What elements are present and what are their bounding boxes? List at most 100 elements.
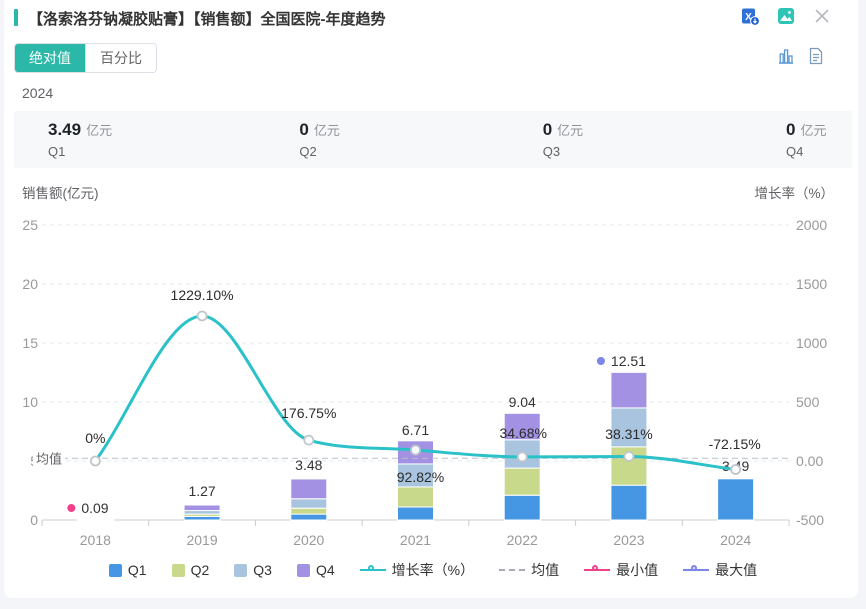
x-axis-category-label: 2019 xyxy=(186,532,217,548)
mean-label: 均值 xyxy=(36,451,62,466)
bar-segment-q4-2022[interactable] xyxy=(503,412,541,441)
x-axis-category-label: 2020 xyxy=(293,532,324,548)
growth-point-2018[interactable] xyxy=(89,455,101,467)
tab-percentage[interactable]: 百分比 xyxy=(85,44,156,72)
growth-point-2019[interactable] xyxy=(196,310,208,322)
chart-legend: Q1 Q2 Q3 Q4 增长率（%） 均值 最小值 最大值 xyxy=(4,560,862,580)
stat-q2: 0 亿元 Q2 xyxy=(299,120,355,159)
legend-item-growth-rate[interactable]: 增长率（%） xyxy=(359,560,475,580)
bar-segment-q1-2019[interactable] xyxy=(183,515,221,521)
stat-q2-label: Q2 xyxy=(299,144,317,159)
stat-q3: 0 亿元 Q3 xyxy=(543,120,599,159)
max-value-dot xyxy=(596,357,605,365)
max-marker-icon xyxy=(683,563,710,577)
right-axis-tick-label: 0.00 xyxy=(796,453,823,469)
mean-dashed-line-icon xyxy=(499,563,526,577)
period-year-label: 2024 xyxy=(22,85,54,101)
stat-q1-unit: 亿元 xyxy=(86,123,113,138)
stat-q4-value: 0 xyxy=(786,120,796,139)
left-axis-tick-label: 0 xyxy=(30,512,38,528)
bar-segment-q1-2024[interactable] xyxy=(717,478,755,521)
min-value-dot xyxy=(67,504,76,512)
legend-item-q1[interactable]: Q1 xyxy=(108,562,147,578)
q2-swatch-icon xyxy=(171,563,185,577)
right-axis-tick-label: -500 xyxy=(796,512,824,528)
export-excel-icon[interactable]: X xyxy=(740,6,760,26)
page-title: 【洛索洛芬钠凝胶贴膏】【销售额】全国医院-年度趋势 xyxy=(28,11,386,28)
legend-mean-label: 均值 xyxy=(531,562,560,578)
bar-segment-q4-2020[interactable] xyxy=(290,478,328,500)
growth-rate-label: 38.31% xyxy=(605,426,652,442)
legend-min-label: 最小值 xyxy=(616,562,659,578)
growth-point-2022[interactable] xyxy=(516,451,528,463)
growth-line-icon xyxy=(359,563,386,577)
bar-total-label: 6.71 xyxy=(402,422,429,438)
growth-rate-label: 0% xyxy=(85,430,105,446)
bar-segment-q1-2020[interactable] xyxy=(290,513,328,521)
q3-swatch-icon xyxy=(234,563,248,577)
bar-total-label: 3.48 xyxy=(295,457,322,473)
bar-segment-q1-2023[interactable] xyxy=(610,484,648,521)
x-axis-category-label: 2024 xyxy=(720,532,751,548)
legend-item-q4[interactable]: Q4 xyxy=(296,562,335,578)
bar-segment-q3-2023[interactable] xyxy=(610,407,648,448)
bar-segment-q1-2021[interactable] xyxy=(397,506,434,521)
x-axis-category-label: 2023 xyxy=(613,532,644,548)
trend-panel: 【洛索洛芬钠凝胶贴膏】【销售额】全国医院-年度趋势 X xyxy=(4,0,858,598)
legend-item-q2[interactable]: Q2 xyxy=(171,562,210,578)
bar-segment-q1-2022[interactable] xyxy=(503,494,541,521)
export-image-icon[interactable] xyxy=(776,6,796,26)
q4-swatch-icon xyxy=(296,563,310,577)
bar-chart-view-icon[interactable] xyxy=(776,46,796,66)
legend-item-min[interactable]: 最小值 xyxy=(584,560,658,580)
legend-q3-label: Q3 xyxy=(253,562,272,578)
growth-rate-label: -72.15% xyxy=(709,436,761,452)
trend-chart-svg: 25201510502000150010005000.00-5002018201… xyxy=(22,185,834,548)
stat-q3-unit: 亿元 xyxy=(557,123,584,138)
growth-rate-label: 176.75% xyxy=(281,405,336,421)
bar-segment-q3-2020[interactable] xyxy=(290,498,328,509)
stat-q3-label: Q3 xyxy=(542,144,561,159)
bar-segment-q2-2020[interactable] xyxy=(290,507,328,515)
right-axis-tick-label: 2000 xyxy=(796,217,827,233)
bar-segment-q4-2019[interactable] xyxy=(183,504,221,512)
legend-item-q3[interactable]: Q3 xyxy=(234,562,272,578)
close-icon[interactable] xyxy=(812,6,832,26)
legend-growth-label: 增长率（%） xyxy=(391,562,475,578)
bar-segment-q2-2022[interactable] xyxy=(503,467,541,496)
tab-absolute-value[interactable]: 绝对值 xyxy=(15,44,85,72)
bar-segment-q2-2021[interactable] xyxy=(397,486,434,508)
legend-q2-label: Q2 xyxy=(190,562,210,578)
growth-point-2021[interactable] xyxy=(410,444,421,456)
stat-q4-unit: 亿元 xyxy=(800,123,827,138)
trend-chart[interactable]: 25201510502000150010005000.00-5002018201… xyxy=(4,178,866,556)
x-axis-category-label: 2021 xyxy=(400,532,431,548)
bar-segment-q4-2018[interactable] xyxy=(76,518,114,521)
growth-point-2020[interactable] xyxy=(303,434,315,446)
stat-q1-label: Q1 xyxy=(48,144,66,159)
x-axis-category-label: 2018 xyxy=(80,532,111,548)
growth-point-2024[interactable] xyxy=(730,464,742,475)
bar-segment-q4-2023[interactable] xyxy=(610,371,648,409)
right-axis-tick-label: 500 xyxy=(796,394,820,410)
bar-segment-q3-2019[interactable] xyxy=(183,510,221,515)
growth-rate-label: 92.82% xyxy=(397,469,444,485)
left-axis-tick-label: 20 xyxy=(22,276,38,292)
left-axis-tick-label: 15 xyxy=(22,335,38,351)
legend-item-max[interactable]: 最大值 xyxy=(683,560,757,580)
legend-q4-label: Q4 xyxy=(315,562,335,578)
svg-text:X: X xyxy=(745,12,752,23)
q1-swatch-icon xyxy=(108,563,122,577)
legend-item-mean[interactable]: 均值 xyxy=(499,560,559,580)
stat-q1: 3.49 亿元 Q1 xyxy=(48,120,112,159)
growth-point-2023[interactable] xyxy=(623,451,635,462)
document-report-icon[interactable] xyxy=(806,46,826,66)
value-mode-tabs: 绝对值 百分比 xyxy=(14,43,157,73)
right-axis-tick-label: 1500 xyxy=(796,276,827,292)
left-axis-tick-label: 10 xyxy=(22,394,38,410)
growth-rate-label: 34.68% xyxy=(499,425,546,441)
growth-rate-label: 1229.10% xyxy=(171,287,234,303)
title-accent-bar xyxy=(14,9,18,26)
quarterly-stats-panel: 3.49 亿元 Q1 0 亿元 Q2 0 亿元 Q3 0 亿元 Q4 xyxy=(14,111,852,168)
stat-q2-value: 0 xyxy=(299,120,309,139)
